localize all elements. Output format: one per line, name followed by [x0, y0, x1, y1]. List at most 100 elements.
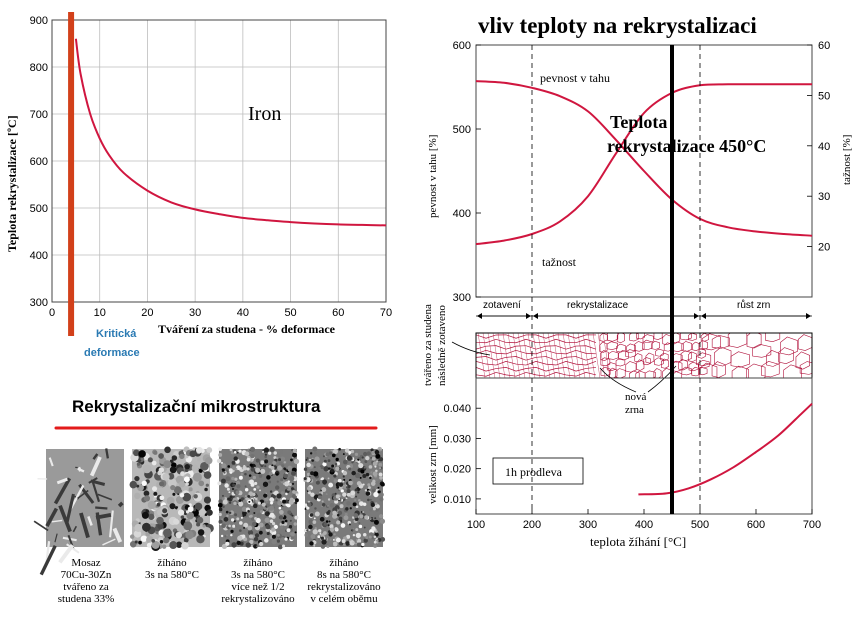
photo-texture-dot [169, 541, 178, 549]
photo-texture-dot [227, 465, 231, 468]
photo-texture-dot [343, 478, 346, 481]
photo-texture-dot [319, 516, 325, 522]
photo-texture-dot [312, 471, 319, 477]
photo-texture-dot [178, 481, 186, 488]
photo-texture-dot [348, 523, 351, 526]
photo-texture-stroke [54, 533, 58, 543]
photo-texture-dot [255, 517, 261, 524]
photo-texture-dot [327, 498, 331, 501]
photo-texture-dot [166, 496, 175, 505]
photo-texture-dot [326, 511, 330, 515]
deformed-grain-line [476, 366, 597, 372]
photo-texture-dot [323, 459, 327, 463]
photo-texture-dot [312, 529, 318, 535]
photo-texture-dot [264, 538, 269, 543]
photo-texture-dot [185, 482, 189, 486]
deformed-grain-cross [512, 333, 521, 378]
right-x-tick: 300 [579, 519, 597, 531]
deformed-grain-cross [592, 333, 601, 378]
photo-texture-dot [196, 522, 201, 527]
photo-texture-dot [271, 464, 274, 467]
photo-texture-dot [374, 502, 378, 506]
photo-texture-dot [335, 457, 339, 462]
microstructure-photo [33, 448, 124, 576]
photo-texture-dot [358, 524, 363, 529]
photo-texture-dot [281, 537, 285, 541]
photo-texture-dot [309, 541, 314, 546]
left-x-tick: 50 [284, 307, 296, 319]
deformed-grain-cross [497, 333, 506, 378]
photo-texture-dot [179, 453, 185, 460]
photo-texture-dot [228, 501, 232, 504]
grain-cell [752, 343, 772, 358]
left-chart: 0 10 20 30 40 50 60 70 300 400 500 600 700 800 900 Iro… [5, 12, 392, 359]
photo-texture-dot [256, 545, 259, 548]
photo-texture-dot [256, 512, 262, 518]
grain-cell [600, 366, 611, 377]
photo-texture-dot [243, 522, 249, 528]
photo-texture-stroke [56, 477, 68, 485]
photo-texture-dot [229, 495, 233, 499]
critical-deformation-bar [68, 12, 75, 336]
deformed-grain-cross [552, 333, 561, 378]
photo-texture-dot [247, 525, 253, 531]
photo-texture-dot [162, 473, 170, 481]
photo-caption-line: v celém oběmu [310, 593, 378, 605]
left-curve [74, 38, 387, 227]
bottom-y-label: velikost zrn [mm] [427, 425, 439, 504]
photo-texture-dot [278, 449, 284, 455]
photo-texture-dot [276, 480, 279, 483]
photo-texture-dot [354, 472, 361, 479]
photo-texture-dot [355, 528, 359, 532]
arrow-head [477, 313, 482, 319]
photo-texture-dot [312, 446, 318, 452]
photo-texture-dot [270, 501, 274, 505]
photo-texture-dot [346, 492, 351, 497]
grain-cell [642, 339, 653, 351]
photo-texture-dot [365, 472, 370, 477]
photo-texture-dot [312, 520, 317, 524]
photo-texture-dot [255, 458, 260, 463]
photo-texture-dot [287, 510, 292, 515]
photo-texture-dot [367, 486, 371, 490]
photo-texture-dot [287, 480, 290, 483]
photo-texture-dot [256, 485, 260, 489]
hold-time-label: 1h prodleva [505, 465, 563, 479]
grain-cell [730, 351, 750, 368]
photo-texture-dot [239, 529, 242, 532]
left-x-tick: 40 [237, 307, 249, 319]
photo-texture-dot [255, 497, 258, 501]
photo-texture-dot [291, 482, 295, 486]
photo-texture-dot [342, 486, 345, 489]
photo-texture-dot [277, 544, 283, 550]
photo-texture-dot [231, 465, 237, 470]
photo-texture-stroke [90, 479, 106, 486]
photo-texture-dot [359, 514, 364, 519]
photo-texture-dot [254, 533, 260, 538]
photo-texture-dot [238, 449, 242, 453]
photo-texture-stroke [95, 512, 112, 520]
photo-texture-dot [344, 448, 350, 453]
deformed-grain-line [476, 356, 597, 361]
photo-texture-dot [226, 514, 229, 518]
grain-cell [629, 333, 639, 342]
deformed-grain-cross [477, 333, 486, 378]
photo-texture-dot [374, 532, 379, 537]
photo-texture-dot [351, 470, 356, 476]
photo-texture-dot [141, 480, 147, 487]
photo-texture-dot [289, 497, 294, 502]
deformed-grain-cross [597, 333, 606, 378]
photo-texture-dot [379, 467, 382, 470]
photo-caption-line: více než 1/2 [231, 581, 285, 593]
photo-texture-dot [306, 462, 311, 468]
photo-texture-dot [225, 476, 231, 482]
photo-texture-dot [334, 492, 337, 495]
photo-texture-dot [234, 513, 238, 517]
photo-texture-dot [335, 466, 340, 471]
bottom-panel-ticks: 0.010 0.020 0.030 0.040 100 200 300 400 500 600 70… [443, 403, 821, 531]
photo-texture-dot [269, 519, 274, 523]
photo-texture-dot [264, 453, 268, 456]
photo-texture-dot [308, 524, 313, 530]
photo-texture-dot [254, 494, 259, 498]
